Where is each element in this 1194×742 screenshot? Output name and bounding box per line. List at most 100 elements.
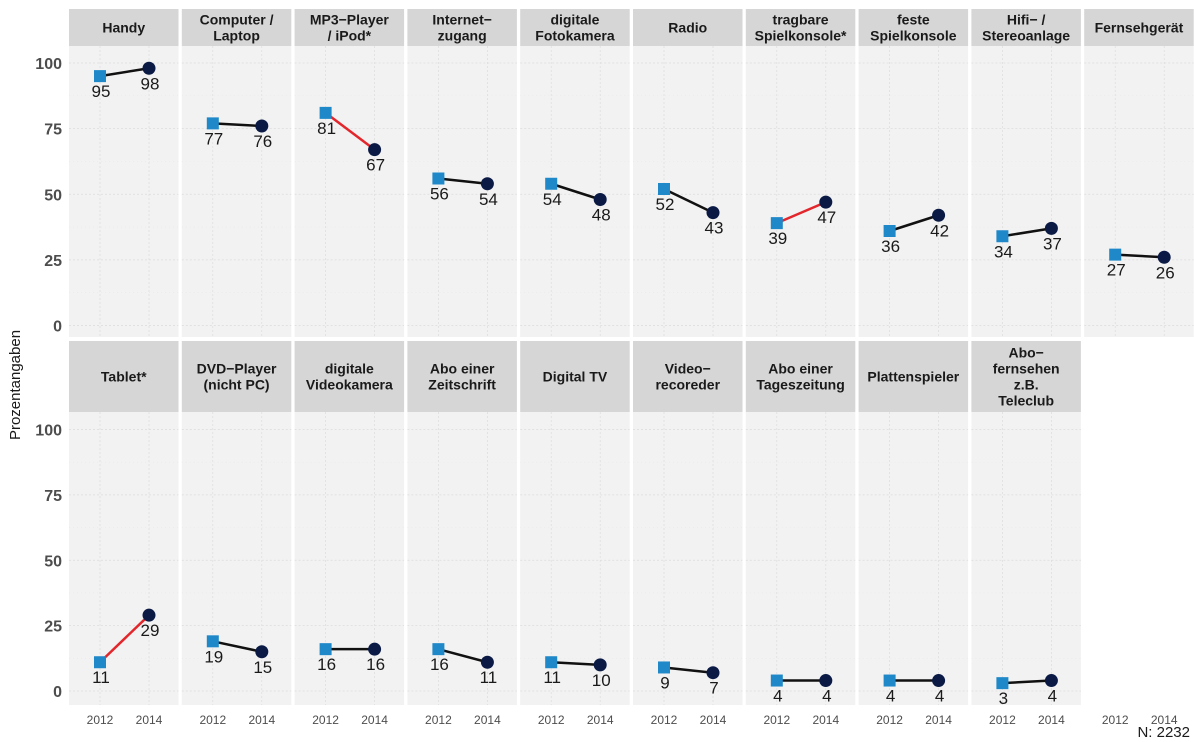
panel-title-line: Videokamera	[306, 377, 393, 393]
panel-title-line: Abo−	[1008, 345, 1043, 361]
panel-title-line: Fotokamera	[535, 28, 615, 44]
data-label-2012: 39	[768, 229, 787, 248]
panel: Tablet* 11 29	[69, 341, 179, 705]
data-label-2014: 16	[366, 655, 385, 674]
panel-title: Abo einer Tageszeitung	[756, 361, 844, 393]
series-line	[212, 640, 263, 653]
series-line	[663, 666, 714, 674]
panel-title: DVD−Player (nicht PC)	[197, 361, 277, 393]
panel-title: MP3−Player / iPod*	[310, 12, 390, 44]
data-label-2012: 52	[656, 195, 675, 214]
panel-strip	[971, 9, 1081, 46]
marker-2014	[593, 658, 607, 672]
panel-title: feste Spielkonsole	[870, 12, 957, 44]
panel-background	[971, 46, 1081, 337]
x-tick-label: 2014	[361, 713, 388, 727]
x-tick-label: 2014	[136, 713, 163, 727]
marker-2014	[706, 666, 720, 680]
x-tick-label: 2014	[812, 713, 839, 727]
panel-strip	[181, 9, 292, 46]
panel-title-line: digitale	[325, 361, 374, 377]
panel: MP3−Player / iPod* 81 67	[294, 9, 405, 337]
marker-2014	[368, 143, 382, 157]
marker-2014	[593, 193, 607, 206]
marker-2012	[432, 172, 445, 185]
data-label-2012: 16	[430, 655, 449, 674]
marker-2012	[545, 656, 558, 669]
data-label-2012: 11	[92, 668, 110, 687]
marker-2014	[706, 206, 720, 220]
panel-strip	[69, 341, 179, 412]
panel-background	[858, 412, 969, 705]
series-line	[99, 614, 150, 664]
data-label-2014: 4	[1048, 687, 1057, 706]
panel-title: Tablet*	[101, 369, 147, 385]
panel-strip	[520, 9, 630, 46]
x-tick-label: 2014	[700, 713, 727, 727]
panel: Internet− zugang 56 54	[407, 9, 517, 337]
marker-2014	[142, 61, 156, 75]
data-label-2014: 76	[253, 132, 272, 151]
data-label-2012: 19	[204, 647, 223, 666]
y-axis-title: Prozentangaben	[7, 330, 24, 440]
series-line	[99, 67, 150, 78]
panel-strip	[407, 341, 517, 412]
x-tick-label: 2014	[587, 713, 614, 727]
panel-title: Internet− zugang	[432, 12, 492, 44]
panel-strip	[1084, 9, 1194, 46]
panel-title-line: Abo einer	[430, 361, 495, 377]
marker-2014	[819, 195, 833, 209]
data-label-2012: 54	[543, 190, 562, 209]
panel-background	[69, 46, 179, 337]
x-tick-label: 2012	[425, 713, 452, 727]
panel-title: Computer / Laptop	[200, 12, 274, 44]
marker-2014	[255, 119, 269, 133]
panel-background	[69, 412, 179, 705]
marker-2014	[480, 655, 494, 669]
panel-strip	[407, 9, 517, 46]
panel-title-line: Internet−	[432, 12, 492, 28]
marker-2014	[368, 642, 382, 656]
panel-strip	[633, 9, 743, 46]
panel-strip	[181, 341, 292, 412]
panel-title: Hifi− / Stereoanlage	[982, 12, 1070, 44]
data-label-2012: 36	[881, 237, 900, 256]
panel-title-line: DVD−Player	[197, 361, 277, 377]
marker-2012	[770, 217, 783, 230]
marker-2012	[996, 230, 1009, 243]
y-tick-label: 0	[53, 684, 62, 701]
series-line	[1002, 227, 1052, 238]
marker-2014	[142, 608, 156, 622]
panel-title-line: Digital TV	[543, 369, 608, 385]
panel-strip	[971, 341, 1081, 412]
series-line	[776, 200, 827, 225]
panel-title-line: Teleclub	[998, 393, 1054, 409]
panel-title: Digital TV	[543, 369, 608, 385]
panel-title-line: Abo einer	[768, 361, 833, 377]
data-label-2012: 34	[994, 242, 1013, 261]
data-label-2014: 37	[1043, 234, 1062, 253]
panel: feste Spielkonsole 36 42	[858, 9, 969, 337]
x-tick-label: 2012	[1102, 713, 1129, 727]
data-label-2012: 56	[430, 185, 449, 204]
panel-title-line: Computer /	[200, 12, 274, 28]
data-label-2014: 7	[709, 679, 718, 698]
x-tick-label: 2012	[763, 713, 790, 727]
panel-background	[971, 412, 1081, 705]
y-tick-label: 100	[35, 423, 62, 440]
panel: tragbare Spielkonsole* 39 47	[745, 9, 856, 337]
marker-2012	[432, 643, 445, 656]
data-label-2012: 77	[204, 129, 223, 148]
y-tick-label: 25	[44, 619, 62, 636]
series-line	[551, 660, 601, 667]
panel-title-line: Fernsehgerät	[1095, 20, 1184, 36]
panel-strip	[858, 9, 969, 46]
panel-title-line: (nicht PC)	[203, 377, 269, 393]
panel-title-line: digitale	[550, 12, 599, 28]
marker-2012	[1109, 248, 1122, 261]
series-line	[438, 177, 488, 185]
panel: Computer / Laptop 77 76	[181, 9, 292, 337]
series-line	[1002, 679, 1052, 685]
panel-title-line: Zeitschrift	[428, 377, 496, 393]
panel-title: Abo einer Zeitschrift	[428, 361, 496, 393]
